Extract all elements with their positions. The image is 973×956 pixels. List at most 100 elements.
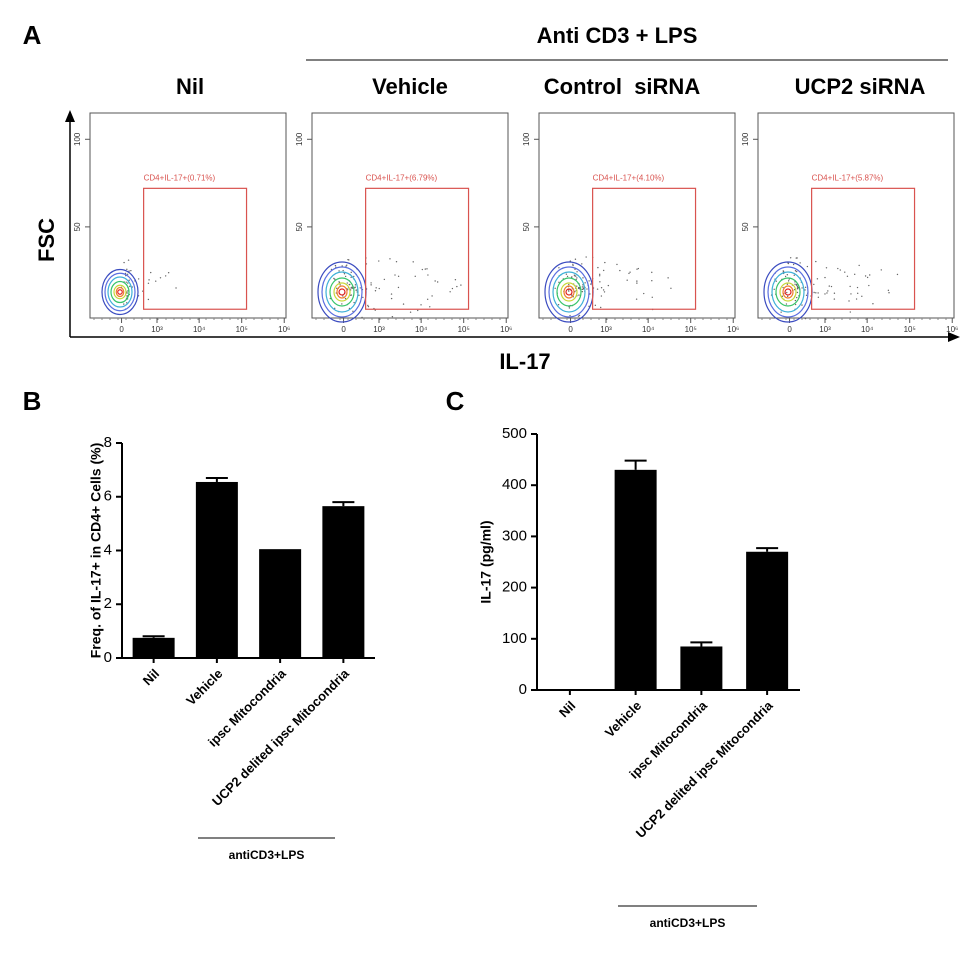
sample-title: Control siRNA: [544, 74, 701, 99]
event-dot: [844, 271, 846, 273]
x-tick-label: Nil: [140, 666, 162, 688]
event-dot: [565, 273, 568, 275]
event-dot: [888, 292, 890, 294]
contour: [104, 272, 136, 312]
event-dot: [833, 298, 836, 300]
event-dot: [378, 260, 380, 262]
event-dot: [813, 291, 815, 294]
event-dot: [130, 269, 132, 272]
event-dot: [391, 315, 394, 318]
event-dot: [826, 292, 828, 294]
event-dot: [786, 283, 789, 285]
y-tick-label: 6: [104, 488, 112, 505]
event-dot: [782, 270, 784, 272]
contour: [338, 288, 346, 296]
event-dot: [344, 297, 347, 300]
event-dot: [574, 268, 576, 270]
event-dot: [636, 282, 638, 284]
event-dot: [338, 270, 340, 272]
contour: [325, 271, 359, 313]
y-tick-label: 0: [104, 649, 112, 666]
y-tick-label: 50: [73, 222, 82, 231]
event-dot: [576, 285, 578, 287]
event-dot: [577, 315, 580, 317]
event-dot: [643, 292, 645, 295]
y-tick-label: 2: [104, 595, 112, 612]
x-tick-label: 0: [568, 325, 573, 334]
event-dot: [797, 287, 799, 289]
event-dot: [424, 268, 427, 270]
event-dot: [341, 303, 343, 305]
event-dot: [349, 283, 351, 286]
event-dot: [830, 285, 833, 288]
event-dot: [787, 280, 790, 282]
event-dot: [651, 280, 653, 282]
event-dot: [355, 289, 357, 291]
x-tick-label: 10³: [373, 325, 385, 334]
event-dot: [348, 259, 350, 261]
event-dot: [799, 262, 801, 264]
event-dot: [590, 283, 592, 285]
event-dot: [167, 272, 170, 274]
bar: [132, 637, 175, 658]
event-dot: [346, 282, 348, 284]
event-dot: [846, 275, 849, 277]
event-dot: [414, 275, 416, 278]
event-dot: [839, 269, 841, 271]
event-dot: [786, 274, 789, 276]
event-dot: [361, 316, 363, 319]
gate-label: CD4+IL-17+(5.87%): [812, 173, 884, 182]
event-dot: [581, 263, 583, 265]
event-dot: [426, 268, 428, 270]
event-dot: [636, 268, 638, 270]
gate-label: CD4+IL-17+(6.79%): [366, 173, 438, 182]
event-dot: [352, 310, 354, 312]
contour: [552, 271, 586, 313]
event-dot: [148, 279, 150, 281]
event-dot: [341, 265, 343, 267]
gate: [143, 187, 248, 310]
event-dot: [782, 286, 784, 289]
event-dot: [350, 287, 352, 289]
event-dot: [147, 298, 150, 301]
event-dot: [801, 287, 803, 289]
event-dot: [866, 276, 869, 279]
contour: [321, 266, 363, 318]
event-dot: [367, 305, 370, 308]
event-dot: [854, 273, 856, 276]
contour: [107, 276, 133, 308]
event-dot: [568, 307, 571, 309]
y-tick-label: 100: [522, 132, 531, 146]
event-dot: [578, 314, 581, 317]
event-dot: [607, 284, 610, 287]
event-dot: [794, 303, 797, 306]
sample-title: Vehicle: [372, 74, 448, 99]
event-dot: [370, 284, 372, 286]
event-dot: [796, 296, 798, 299]
event-dot: [817, 296, 820, 298]
contour: [767, 266, 809, 318]
event-dot: [872, 303, 874, 305]
event-dot: [775, 280, 777, 282]
event-dot: [558, 281, 560, 283]
contour: [563, 285, 575, 299]
event-dot: [849, 285, 851, 288]
event-dot: [409, 311, 412, 313]
event-dot: [397, 286, 400, 289]
x-tick-label: 10³: [819, 325, 831, 334]
event-dot: [795, 284, 798, 286]
contour: [333, 282, 351, 302]
event-dot: [887, 289, 890, 292]
event-dot: [600, 295, 603, 297]
event-dot: [395, 261, 398, 263]
event-dot: [795, 270, 798, 273]
event-dot: [815, 292, 817, 294]
event-dot: [339, 284, 341, 286]
event-dot: [581, 290, 584, 293]
event-dot: [572, 263, 574, 266]
event-dot: [597, 266, 599, 269]
event-dot: [582, 284, 584, 286]
y-tick-label: 200: [502, 579, 527, 596]
x-tick-label: 10⁵: [685, 325, 697, 334]
